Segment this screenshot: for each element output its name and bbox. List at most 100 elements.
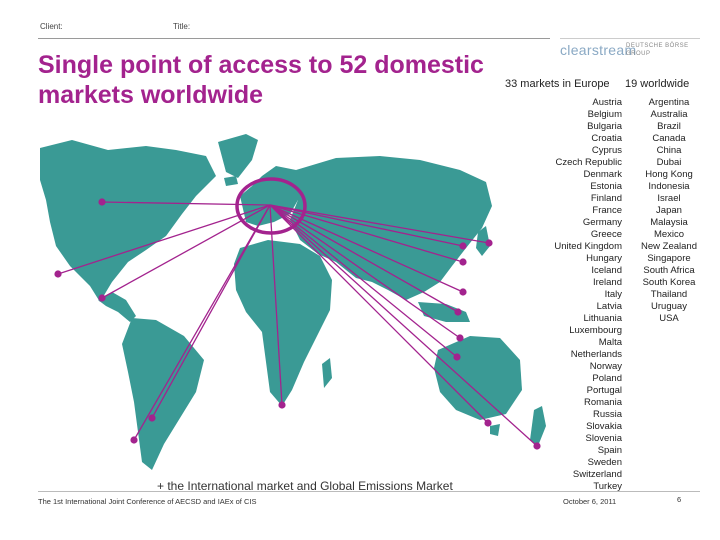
market-item: Canada bbox=[652, 133, 686, 144]
market-item: Denmark bbox=[583, 169, 622, 180]
market-item: Malta bbox=[598, 337, 622, 348]
footer-rule bbox=[38, 491, 700, 492]
indonesia-shape bbox=[418, 302, 470, 322]
dot-malaysia bbox=[456, 334, 464, 342]
dot-mexico bbox=[98, 294, 106, 302]
line-singapore bbox=[269, 204, 458, 358]
market-item: Luxembourg bbox=[569, 325, 622, 336]
market-item: Slovenia bbox=[585, 433, 622, 444]
market-item: Uruguay bbox=[651, 301, 687, 312]
logo-group: DEUTSCHE BÖRSE GROUP bbox=[626, 43, 689, 57]
market-item: Italy bbox=[604, 289, 622, 300]
market-item: Portugal bbox=[586, 385, 622, 396]
international-market-note: + the International market and Global Em… bbox=[157, 479, 453, 493]
market-item: Greece bbox=[590, 229, 622, 240]
market-item: Malaysia bbox=[650, 217, 688, 228]
line-canada bbox=[101, 201, 271, 206]
market-item: Netherlands bbox=[570, 349, 622, 360]
market-item: Singapore bbox=[647, 253, 691, 264]
worldwide-market-list: Argentina Australia Brazil Canada China Dubai… bbox=[638, 97, 700, 325]
dot-argentina bbox=[130, 436, 138, 444]
market-item: China bbox=[656, 145, 682, 156]
market-item: Finland bbox=[590, 193, 622, 204]
line-usa bbox=[57, 204, 271, 275]
market-item: South Africa bbox=[643, 265, 695, 276]
market-item: Latvia bbox=[596, 301, 622, 312]
line-thailand bbox=[269, 204, 459, 313]
market-item: Hungary bbox=[586, 253, 622, 264]
market-item: Dubai bbox=[656, 157, 682, 168]
header-rule-right bbox=[560, 38, 700, 39]
line-argentina bbox=[133, 204, 271, 441]
market-item: South Korea bbox=[642, 277, 696, 288]
greenland-shape bbox=[218, 134, 258, 178]
market-item: Brazil bbox=[657, 121, 681, 132]
market-item: Argentina bbox=[648, 97, 690, 108]
market-item: Australia bbox=[650, 109, 688, 120]
dot-usa bbox=[54, 270, 62, 278]
market-item: France bbox=[592, 205, 622, 216]
market-item: Switzerland bbox=[572, 469, 622, 480]
footer-conference: The 1st International Joint Conference o… bbox=[38, 497, 257, 506]
market-item: Cyprus bbox=[591, 145, 622, 156]
market-item: Japan bbox=[656, 205, 682, 216]
dot-brazil bbox=[148, 414, 156, 422]
dot-canada bbox=[98, 198, 106, 206]
market-item: Estonia bbox=[590, 181, 622, 192]
market-item: Slovakia bbox=[586, 421, 622, 432]
market-item: Indonesia bbox=[648, 181, 690, 192]
market-item: Russia bbox=[592, 409, 622, 420]
market-item: Israel bbox=[657, 193, 681, 204]
dot-korea bbox=[459, 242, 467, 250]
dot-singapore bbox=[453, 353, 461, 361]
market-item: New Zealand bbox=[641, 241, 697, 252]
market-item: Spain bbox=[597, 445, 622, 456]
logo-brand: clearstream bbox=[560, 42, 637, 58]
market-item: Czech Republic bbox=[555, 157, 622, 168]
page-number: 6 bbox=[677, 495, 682, 504]
japan-shape bbox=[476, 226, 490, 256]
market-dots bbox=[54, 198, 541, 450]
line-malaysia bbox=[269, 204, 461, 339]
market-item: Sweden bbox=[587, 457, 622, 468]
worldwide-heading: 19 worldwide bbox=[625, 78, 690, 90]
title-label: Title: bbox=[173, 22, 191, 31]
client-label: Client: bbox=[40, 22, 63, 31]
market-item: Germany bbox=[582, 217, 622, 228]
iceland-shape bbox=[224, 176, 238, 186]
europe-highlight-circle bbox=[235, 177, 307, 235]
footer-date: October 6, 2011 bbox=[563, 497, 617, 506]
dot-thailand bbox=[454, 308, 462, 316]
market-item: Romania bbox=[583, 397, 622, 408]
market-item: Poland bbox=[592, 373, 622, 384]
clearstream-logo: clearstream DEUTSCHE BÖRSE GROUP bbox=[560, 40, 690, 68]
continents bbox=[40, 134, 546, 470]
market-item: Hong Kong bbox=[645, 169, 693, 180]
market-item: USA bbox=[659, 313, 679, 324]
market-item: Croatia bbox=[591, 133, 622, 144]
madagascar-shape bbox=[322, 358, 332, 388]
slide-title: Single point of access to 52 domestic ma… bbox=[38, 51, 484, 109]
market-item: Ireland bbox=[592, 277, 622, 288]
africa-shape bbox=[234, 240, 332, 406]
dot-new-zealand bbox=[533, 442, 541, 450]
central-america-shape bbox=[98, 292, 136, 322]
europe-market-list: Austria Belgium Bulgaria Croatia Cyprus Czech… bbox=[554, 97, 622, 493]
connector-lines bbox=[57, 201, 538, 447]
europe-heading: 33 markets in Europe bbox=[505, 78, 610, 90]
market-item: Austria bbox=[592, 97, 622, 108]
line-new-zealand bbox=[269, 204, 538, 447]
market-item: Turkey bbox=[593, 481, 622, 492]
dot-hong-kong bbox=[459, 288, 467, 296]
new-zealand-shape bbox=[530, 406, 546, 446]
market-item: Bulgaria bbox=[587, 121, 622, 132]
line-japan bbox=[269, 204, 490, 244]
market-item: Thailand bbox=[650, 289, 688, 300]
line-brazil bbox=[151, 204, 271, 419]
line-south-africa bbox=[269, 204, 283, 406]
south-america-shape bbox=[122, 318, 204, 470]
asia-shape bbox=[290, 156, 492, 300]
market-item: Mexico bbox=[653, 229, 685, 240]
market-item: Lithuania bbox=[583, 313, 622, 324]
